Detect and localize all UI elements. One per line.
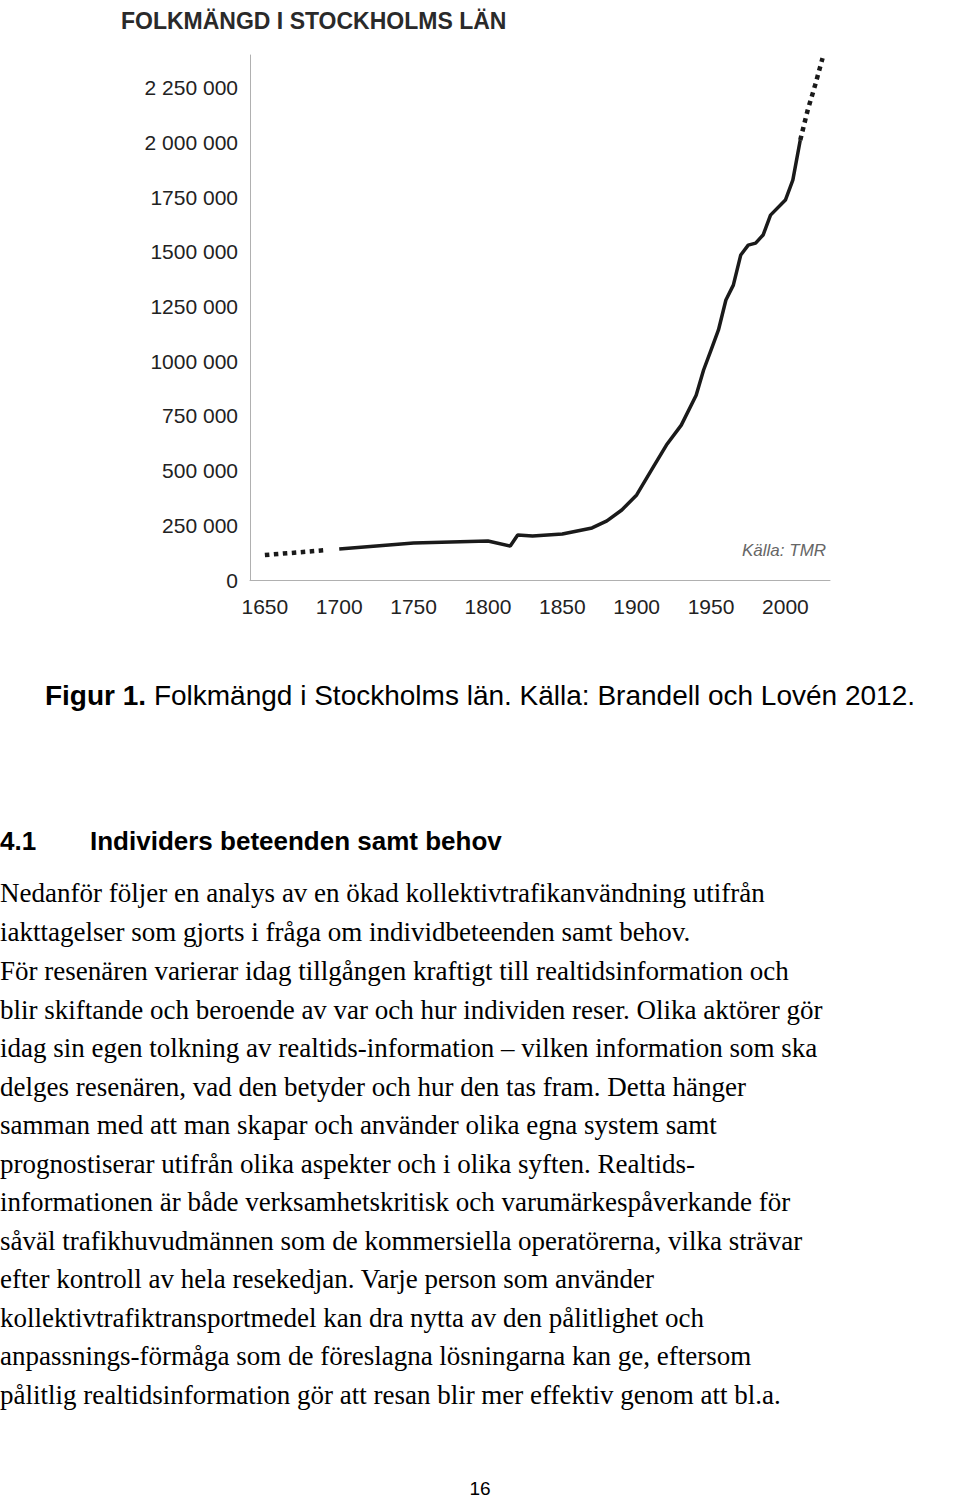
html-text:iakttagelser som gjorts i fråg: iakttagelser som gjorts i fråga om indiv… bbox=[0, 916, 691, 947]
svg-text:250 000: 250 000 bbox=[162, 514, 238, 537]
html-text:efter kontroll av hela reseked: efter kontroll av hela resekedjan. Varje… bbox=[0, 1264, 654, 1294]
html-text:delges resenären, vad den bety: delges resenären, vad den betyder och hu… bbox=[0, 1071, 746, 1102]
html-text:4.1: 4.1 bbox=[0, 826, 37, 856]
svg-text:1750: 1750 bbox=[390, 595, 437, 618]
svg-text:1850: 1850 bbox=[539, 595, 586, 618]
html-text:För resenären varierar idag ti: För resenären varierar idag tillgången k… bbox=[0, 956, 789, 986]
svg-text:1000 000: 1000 000 bbox=[150, 350, 238, 373]
svg-text:1650: 1650 bbox=[242, 595, 289, 618]
svg-text:1950: 1950 bbox=[688, 595, 735, 618]
svg-text:1250 000: 1250 000 bbox=[150, 295, 238, 318]
html-text:16: 16 bbox=[469, 1478, 491, 1499]
svg-text:Källa: TMR: Källa: TMR bbox=[742, 541, 826, 560]
html-text:Individers beteenden samt beho: Individers beteenden samt behov bbox=[90, 826, 502, 856]
html-text:anpassnings-förmåga som de för: anpassnings-förmåga som de föreslagna lö… bbox=[0, 1341, 752, 1371]
html-text:idag sin egen tolkning av real: idag sin egen tolkning av realtids-infor… bbox=[0, 1033, 818, 1063]
html-text:prognostiserar utifrån olika a: prognostiserar utifrån olika aspekter oc… bbox=[0, 1148, 696, 1179]
html-text:Figur 1. Folkmängd i Stockholm: Figur 1. Folkmängd i Stockholms län. Käl… bbox=[45, 680, 915, 711]
svg-text:2 250 000: 2 250 000 bbox=[145, 76, 238, 99]
svg-text:1700: 1700 bbox=[316, 595, 363, 618]
html-text:såväl trafikhuvudmännen som de: såväl trafikhuvudmännen som de kommersie… bbox=[0, 1225, 803, 1256]
html-text:informationen är både verksamh: informationen är både verksamhetskritisk… bbox=[0, 1187, 791, 1217]
svg-text:FOLKMÄNGD I STOCKHOLMS LÄN: FOLKMÄNGD I STOCKHOLMS LÄN bbox=[121, 8, 506, 34]
svg-text:500 000: 500 000 bbox=[162, 459, 238, 482]
svg-text:750 000: 750 000 bbox=[162, 404, 238, 427]
html-text:blir skiftande och beroende av: blir skiftande och beroende av var och h… bbox=[0, 994, 823, 1025]
html-text:kollektivtrafiktransportmedel: kollektivtrafiktransportmedel kan dra ny… bbox=[0, 1302, 704, 1333]
svg-text:1800: 1800 bbox=[465, 595, 512, 618]
svg-text:1750 000: 1750 000 bbox=[150, 186, 238, 209]
html-text:Nedanför följer en analys av e: Nedanför följer en analys av en ökad kol… bbox=[0, 878, 765, 908]
svg-text:1500 000: 1500 000 bbox=[150, 240, 238, 263]
svg-text:1900: 1900 bbox=[613, 595, 660, 618]
html-text:samman med att man skapar och: samman med att man skapar och använder o… bbox=[0, 1110, 717, 1140]
svg-text:0: 0 bbox=[226, 569, 238, 592]
svg-text:2 000 000: 2 000 000 bbox=[145, 131, 238, 154]
svg-text:2000: 2000 bbox=[762, 595, 809, 618]
html-text:pålitlig realtidsinformation g: pålitlig realtidsinformation gör att res… bbox=[0, 1379, 781, 1410]
